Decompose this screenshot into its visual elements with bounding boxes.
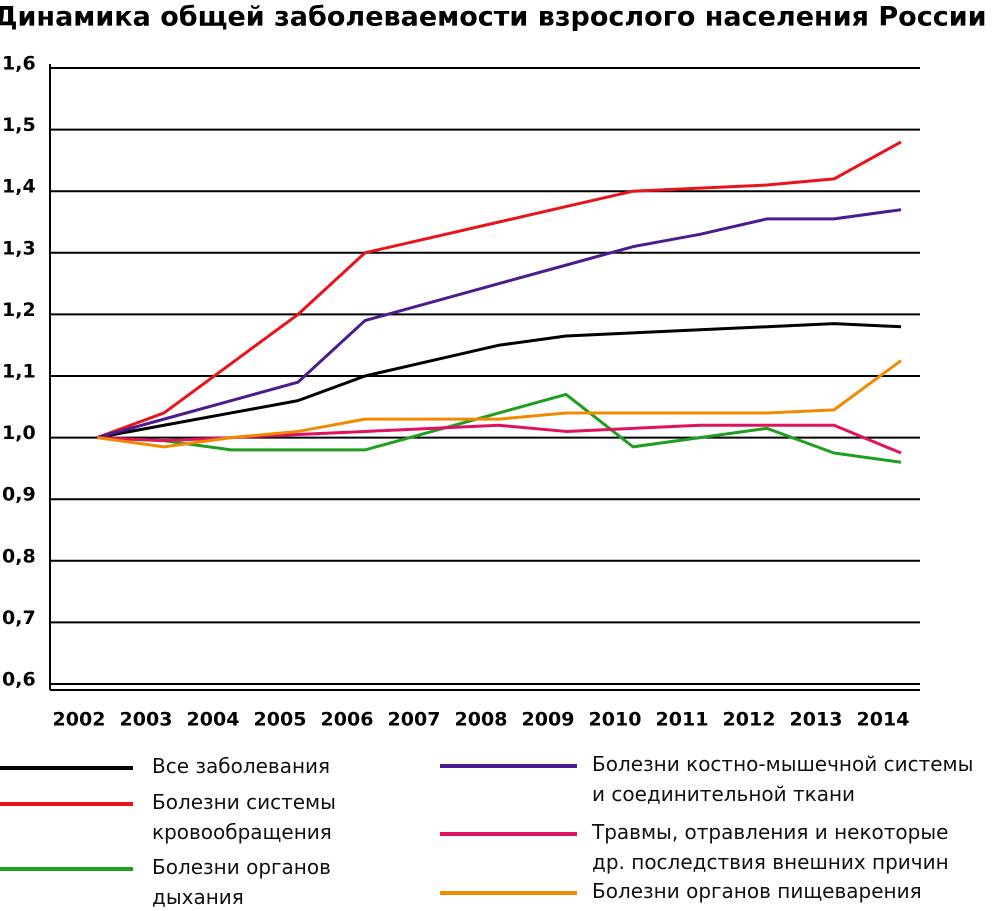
y-tick-label: 0,8 — [2, 545, 36, 567]
legend-label: Травмы, отравления и некоторые др. после… — [592, 820, 949, 874]
y-tick-label: 1,0 — [2, 422, 36, 444]
x-tick-label: 2002 — [53, 709, 106, 731]
series-line — [96, 359, 902, 449]
y-tick-label: 1,5 — [2, 114, 36, 136]
series-line — [96, 208, 902, 440]
y-tick-label: 1,3 — [2, 237, 36, 259]
legend-label: Болезни органов дыхания — [152, 855, 331, 909]
x-tick-label: 2010 — [589, 709, 642, 731]
x-tick-label: 2007 — [388, 709, 441, 731]
legend-label: Болезни органов пищеварения — [592, 879, 922, 903]
x-tick-label: 2008 — [455, 709, 508, 731]
series-line — [96, 140, 902, 440]
y-tick-label: 1,2 — [2, 299, 36, 321]
x-tick-label: 2012 — [723, 709, 776, 731]
legend-label: Болезни системы кровообращения — [152, 790, 336, 844]
y-tick-label: 1,1 — [2, 361, 36, 383]
y-tick-label: 0,6 — [2, 669, 36, 691]
y-tick-label: 0,7 — [2, 607, 36, 629]
legend-label: Все заболевания — [152, 754, 331, 778]
x-tick-label: 2013 — [790, 709, 843, 731]
x-tick-label: 2014 — [857, 709, 910, 731]
y-tick-label: 1,6 — [2, 53, 36, 75]
series-line — [96, 392, 902, 464]
chart-title: Динамика общей заболеваемости взрослого … — [0, 2, 987, 33]
x-tick-label: 2005 — [254, 709, 307, 731]
x-tick-label: 2004 — [187, 709, 240, 731]
series-line — [96, 322, 902, 440]
x-tick-label: 2003 — [120, 709, 173, 731]
legend-label: Болезни костно-мышечной системы и соедин… — [592, 752, 974, 806]
x-tick-label: 2006 — [321, 709, 374, 731]
y-tick-label: 0,9 — [2, 484, 36, 506]
x-tick-label: 2011 — [656, 709, 709, 731]
x-tick-label: 2009 — [522, 709, 575, 731]
y-tick-label: 1,4 — [2, 176, 36, 198]
